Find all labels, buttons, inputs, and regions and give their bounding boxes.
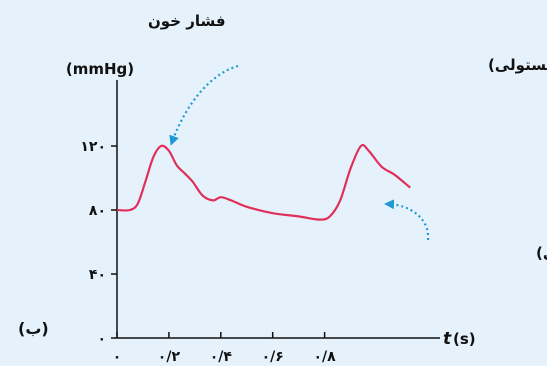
- systolic-annotation: فشار بیشینه (فشار سیستولی): [488, 56, 547, 74]
- x-axis-variable: t: [443, 329, 452, 349]
- y-tick-label: ۸۰: [89, 203, 106, 219]
- x-tick-label: ۰/۲: [158, 349, 181, 365]
- y-axis-unit: (mmHg): [66, 60, 134, 78]
- y-tick-label: ۴۰: [89, 267, 106, 283]
- x-tick-label: ۰/۴: [210, 349, 233, 365]
- systolic-annotation-arrow: [169, 64, 239, 146]
- x-axis-title: t (s): [443, 329, 476, 349]
- x-tick-label: ۰/۸: [313, 349, 336, 365]
- x-tick-label: ۰/۶: [262, 349, 284, 365]
- diastolic-annotation: فشار کمینه (فشار دیاستولی): [536, 244, 547, 262]
- y-tick-label: ۱۲۰: [80, 139, 106, 155]
- panel-label: (ب): [18, 319, 49, 338]
- blood-pressure-line: [116, 143, 411, 221]
- x-axis-unit: (s): [453, 330, 476, 348]
- y-axis-title: فشار خون: [148, 12, 226, 30]
- x-tick-label: ۰: [113, 349, 122, 365]
- y-ticks: ۰ ۴۰ ۸۰ ۱۲۰: [80, 139, 117, 347]
- diastolic-annotation-arrow: [384, 199, 430, 241]
- y-tick-label: ۰: [97, 331, 106, 347]
- x-ticks: ۰ ۰/۲ ۰/۴ ۰/۶ ۰/۸: [113, 332, 336, 365]
